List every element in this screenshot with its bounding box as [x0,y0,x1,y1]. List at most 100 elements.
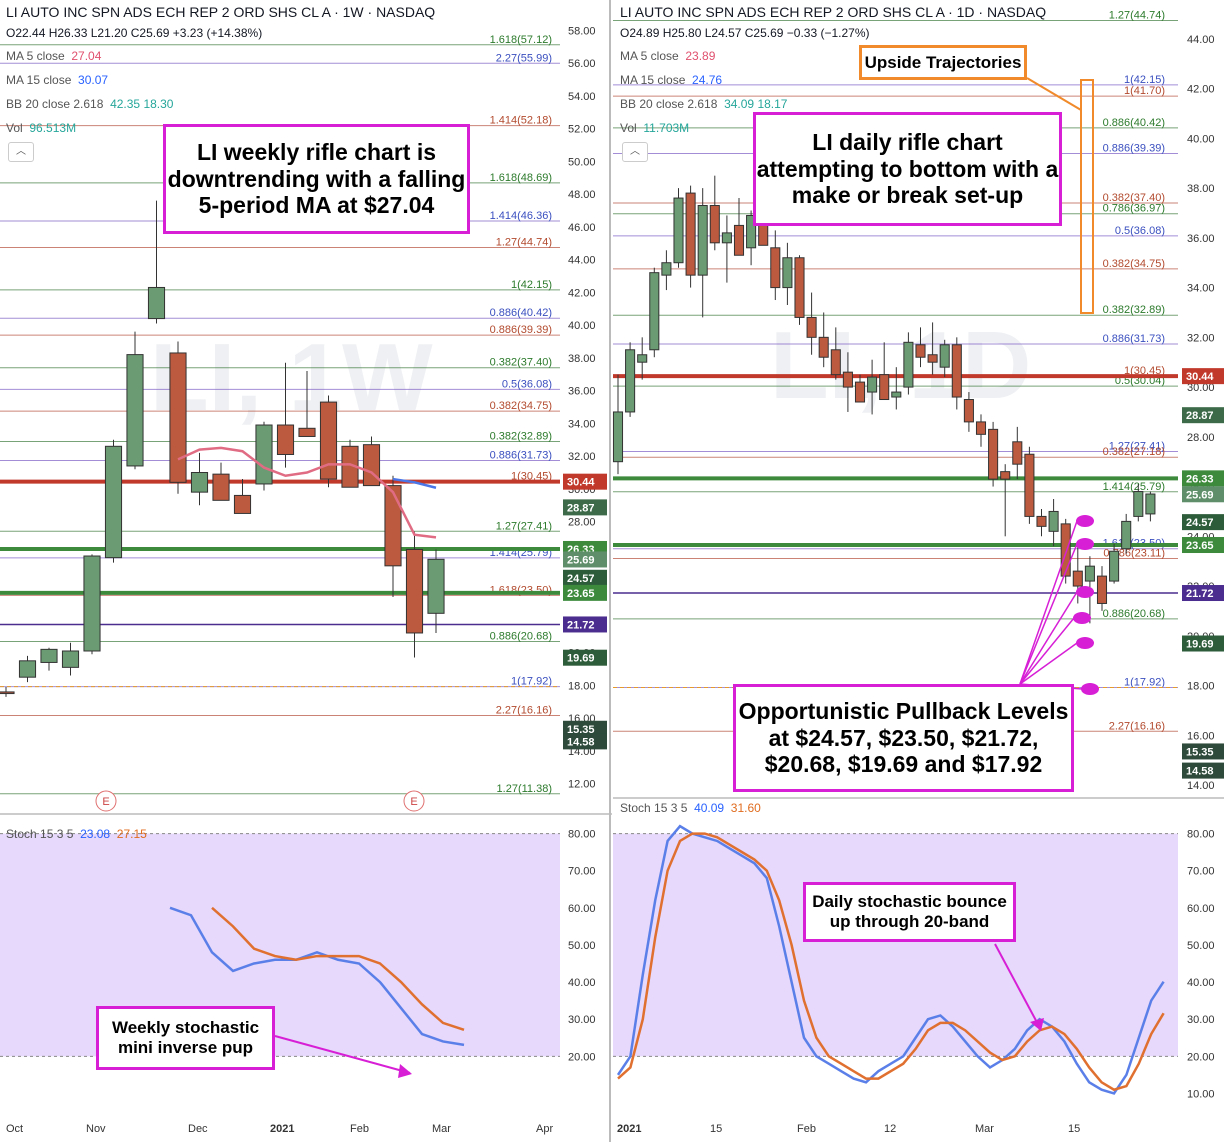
daily-candle-body [951,344,962,398]
daily-candle-body [794,257,805,318]
daily-stoch-tick: 70.00 [1187,866,1215,878]
weekly-stoch-label: Stoch 15 3 5 [6,827,74,841]
daily-vol-value: 11.703M [643,121,690,135]
daily-price-badge-label: 25.69 [1186,489,1214,501]
daily-price-badge-label: 28.87 [1186,410,1214,422]
weekly-ohlc: O22.44 H26.33 L21.20 C25.69 +3.23 (+14.3… [6,26,263,40]
daily-candle-body [661,262,672,276]
daily-stoch-arrow [994,943,1041,1029]
daily-ma15-value: 24.76 [692,73,723,87]
daily-candle-body [697,205,708,276]
weekly-candle-body [255,424,273,485]
daily-price-badge [1182,486,1224,503]
daily-candle-body [1072,570,1083,587]
daily-fib-label: 0.886(31.73) [1103,333,1165,345]
weekly-candle-body [384,485,402,567]
daily-candle-body [625,349,636,413]
weekly-fib-label: 1.27(44.74) [496,237,552,249]
daily-price-badge [1182,407,1224,424]
weekly-price-badge [563,551,607,568]
weekly-fib-label: 1(42.15) [511,279,552,291]
weekly-collapse-legend-button[interactable]: ︿ [8,142,34,162]
daily-candle-body [988,428,999,480]
pullback-callout: Opportunistic Pullback Levels at $24.57,… [733,684,1074,792]
daily-candle-body [612,411,624,463]
pullback-marker [1073,612,1091,624]
weekly-candle-body [61,650,80,668]
weekly-price-badge-label: 30.44 [567,477,595,489]
weekly-price-badge [563,649,607,666]
daily-candle-body [746,214,757,249]
weekly-stoch-tick: 30.00 [568,1014,596,1026]
weekly-fib-label: 0.886(40.42) [490,307,552,319]
daily-price-tick: 40.00 [1187,133,1215,145]
daily-candle-body [975,421,987,435]
daily-stoch-tick: 60.00 [1187,903,1215,915]
daily-candle-body [1133,491,1144,517]
weekly-price-badge [563,720,607,737]
earnings-marker [403,790,425,812]
weekly-price-tick: 38.00 [568,353,596,365]
daily-price-tick: 36.00 [1187,233,1215,245]
daily-collapse-legend-button[interactable]: ︿ [622,142,648,162]
daily-fib-label: 1.27(27.41) [1109,440,1165,452]
daily-x-label: 2021 [617,1123,641,1135]
daily-candle-body [939,344,950,368]
weekly-stoch-tick: 20.00 [568,1051,596,1063]
weekly-x-label: Dec [188,1123,208,1135]
daily-bb-values: 34.09 18.17 [724,97,788,111]
pullback-arrow [1019,591,1078,685]
daily-stoch-tick: 50.00 [1187,940,1215,952]
pullback-arrow [1019,520,1078,685]
pullback-marker [1081,683,1099,695]
daily-candle-body [854,381,866,403]
daily-candle-body [709,205,720,244]
daily-fib-label: 0.382(34.75) [1103,258,1165,270]
weekly-stoch-band [0,833,560,1057]
daily-price-badge-label: 30.44 [1186,371,1214,383]
daily-fib-label: 1(41.70) [1124,85,1165,97]
trajectory-bracket [1080,79,1094,314]
weekly-candle-body [104,445,123,559]
weekly-price-badge [563,569,607,586]
trajectory-pointer [1026,77,1082,111]
weekly-price-tick: 48.00 [568,189,596,201]
weekly-stoch-tick: 40.00 [568,977,596,989]
weekly-candle-body [147,286,166,320]
weekly-price-tick: 42.00 [568,287,596,299]
daily-price-badge-label: 15.35 [1186,746,1214,758]
daily-vol-legend: Vol 11.703M [620,121,689,135]
daily-candle-body [818,336,829,358]
weekly-price-badge-label: 14.58 [567,736,595,748]
daily-ma5-legend: MA 5 close 23.89 [620,49,715,63]
weekly-stoch-arrowhead [398,1064,412,1078]
weekly-ma15-legend: MA 15 close 30.07 [6,73,108,87]
weekly-candle-body [40,648,58,663]
daily-stoch-tick: 20.00 [1187,1051,1215,1063]
weekly-price-tick: 46.00 [568,222,596,234]
weekly-stoch-k-line [169,906,465,1047]
weekly-ma15-value: 30.07 [78,73,109,87]
weekly-price-tick: 32.00 [568,451,596,463]
daily-candle-body [927,354,938,363]
daily-ma15-legend: MA 15 close 24.76 [620,73,722,87]
daily-bb-label: BB 20 close 2.618 [620,97,718,111]
daily-price-tick: 32.00 [1187,332,1215,344]
daily-candle-body [673,197,684,264]
daily-price-badge [1182,743,1224,760]
weekly-x-label: Feb [350,1123,369,1135]
daily-stoch-tick: 30.00 [1187,1014,1215,1026]
weekly-ma5-line [177,446,437,539]
daily-candle-body [903,341,914,388]
daily-price-tick: 28.00 [1187,432,1215,444]
weekly-vol-value: 96.513M [29,121,77,135]
weekly-x-label: 2021 [270,1123,294,1135]
weekly-stoch-tick: 80.00 [568,829,596,841]
daily-stoch-legend: Stoch 15 3 5 40.09 31.60 [620,801,761,815]
daily-price-badge [1182,470,1224,487]
weekly-price-badge-label: 19.69 [567,653,595,665]
daily-fib-label: 0.382(37.40) [1103,192,1165,204]
daily-stoch-callout: Daily stochastic bounce up through 20-ba… [803,882,1016,942]
weekly-price-badge-label: 24.57 [567,573,595,585]
